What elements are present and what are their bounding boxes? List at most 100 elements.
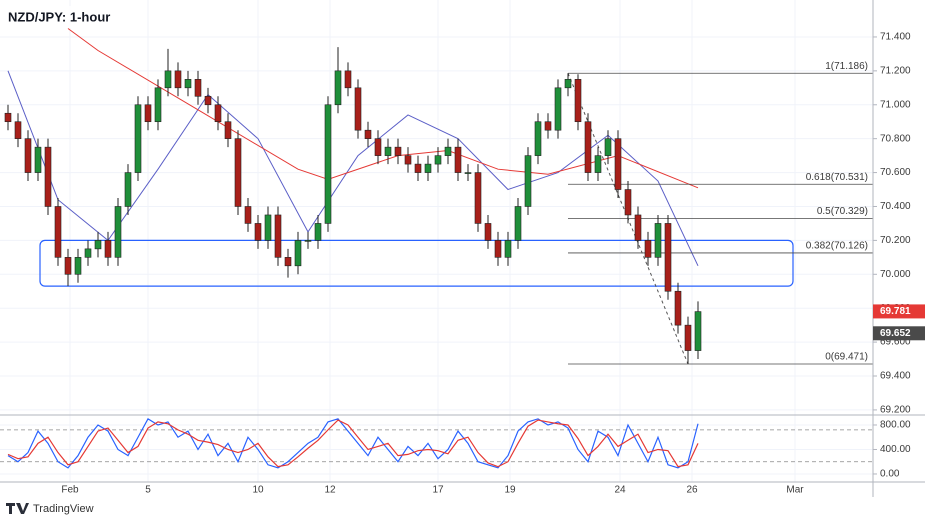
x-tick-label: 19 — [504, 485, 516, 496]
candle-body — [124, 172, 132, 207]
candle-body — [684, 324, 692, 351]
y-tick-label: 0.00 — [880, 469, 900, 480]
y-tick-label: 71.000 — [880, 99, 911, 110]
candle-body — [234, 138, 242, 207]
candle-body — [614, 138, 622, 190]
candle-body — [414, 163, 422, 173]
y-tick-label: 70.800 — [880, 133, 911, 144]
candle-body — [314, 223, 322, 241]
candle-body — [74, 257, 82, 275]
candle-body — [354, 87, 362, 131]
candle-body — [544, 121, 552, 131]
y-tick-label: 70.400 — [880, 201, 911, 212]
candle-body — [474, 172, 482, 224]
candle-body — [604, 138, 612, 156]
title-backdrop — [4, 6, 122, 28]
candle-body — [504, 240, 512, 258]
x-tick-label: 24 — [614, 485, 626, 496]
candle-body — [624, 189, 632, 216]
candle-body — [334, 70, 342, 106]
candle-body — [54, 206, 62, 258]
brand-name: TradingView — [33, 503, 94, 515]
y-tick-label: 70.200 — [880, 235, 911, 246]
candle-body — [174, 70, 182, 89]
candle-body — [194, 79, 202, 97]
brand-logo — [6, 503, 29, 514]
candle-body — [654, 223, 662, 258]
candle-body — [454, 146, 462, 173]
candle-body — [574, 79, 582, 123]
candle-body — [344, 70, 352, 89]
moving-average — [7, 70, 699, 267]
candle-body — [484, 223, 492, 241]
y-tick-label: 800.00 — [880, 420, 911, 431]
candle-body — [184, 79, 192, 89]
price-tag-label: 69.781 — [880, 306, 911, 317]
brand-icon — [6, 503, 29, 514]
y-tick-label: 71.400 — [880, 32, 911, 43]
candle-body — [14, 121, 22, 139]
candle-body — [424, 163, 432, 173]
candle-body — [464, 172, 472, 174]
candle-body — [34, 146, 42, 173]
y-tick-label: 69.400 — [880, 371, 911, 382]
candle-body — [404, 155, 412, 165]
candle-body — [364, 129, 372, 139]
candle-body — [584, 121, 592, 173]
y-tick-label: 70.000 — [880, 269, 911, 280]
candle-body — [254, 223, 262, 241]
candle-body — [204, 95, 212, 106]
candle-body — [394, 146, 402, 156]
y-tick-label: 69.200 — [880, 405, 911, 416]
x-tick-label: 12 — [324, 485, 336, 496]
candle-body — [294, 240, 302, 267]
candle-body — [114, 206, 122, 258]
candle-body — [224, 121, 232, 139]
fib-label: 1(71.186) — [825, 61, 868, 72]
candle-body — [244, 206, 252, 224]
candle-body — [284, 257, 292, 267]
candle-body — [494, 240, 502, 258]
candle-body — [674, 290, 682, 326]
candle-body — [214, 104, 222, 123]
candle-body — [324, 104, 332, 224]
grid — [0, 0, 873, 482]
candle-body — [264, 214, 272, 241]
price-tag — [873, 326, 925, 341]
candle-body — [274, 214, 282, 258]
candle-body — [554, 87, 562, 131]
candle-body — [164, 70, 172, 89]
chart-title: NZD/JPY: 1-hour — [8, 9, 110, 24]
candle-body — [524, 155, 532, 207]
candle-body — [154, 87, 162, 123]
y-tick-label: 400.00 — [880, 444, 911, 455]
main-plot: 1(71.186) 0.618(70.531) 0.5(70.329) 0.382(7… — [4, 28, 873, 365]
candle-body — [434, 155, 442, 165]
fib-label: 0.382(70.126) — [806, 241, 868, 252]
fib-label: 0(69.471) — [825, 352, 868, 363]
price-tag-label: 69.652 — [880, 328, 911, 339]
oscillator-line — [7, 419, 699, 468]
axes: Feb 5 10 12 17 19 24 26 Mar 71.400 71.200 71.000 70.… — [0, 0, 925, 497]
support-zone — [39, 239, 794, 287]
candle-body — [374, 138, 382, 156]
candle-body — [304, 240, 312, 242]
x-tick-label: 5 — [145, 485, 151, 496]
x-tick-label: 26 — [686, 485, 698, 496]
y-tick-label: 69.600 — [880, 337, 911, 348]
candle-body — [564, 79, 572, 89]
candle-body — [634, 214, 642, 241]
candle-body — [694, 311, 702, 351]
fib-label: 0.5(70.329) — [817, 206, 868, 217]
price-tag — [873, 304, 925, 319]
candle-body — [104, 240, 112, 258]
fib-label: 0.618(70.531) — [806, 172, 868, 183]
x-tick-label: Feb — [61, 485, 79, 496]
candle-body — [64, 257, 72, 275]
candle-body — [94, 240, 102, 250]
x-tick-label: Mar — [786, 485, 804, 496]
oscillator-line — [7, 418, 699, 469]
y-tick-label: 71.200 — [880, 66, 911, 77]
candle-body — [44, 146, 52, 207]
